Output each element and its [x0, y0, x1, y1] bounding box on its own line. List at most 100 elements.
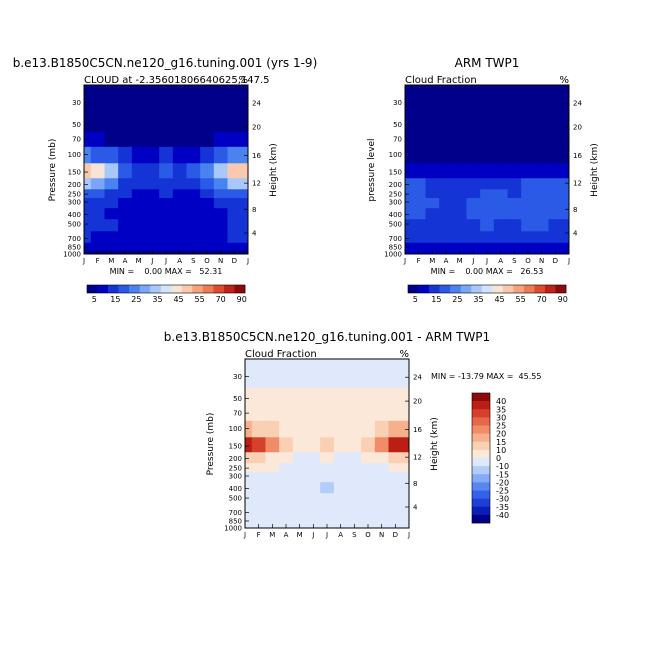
heatmap-cell: [521, 219, 536, 232]
y-tick-label: 1000: [384, 251, 402, 259]
heatmap-cell: [186, 208, 201, 220]
heatmap-cell: [402, 463, 410, 473]
heatmap-cell: [320, 359, 335, 388]
heatmap-cell: [84, 208, 92, 220]
x-tick-label: F: [257, 531, 261, 539]
x-tick-label: N: [379, 531, 384, 539]
y-tick-label: 50: [233, 395, 242, 403]
height-tick-label: 4: [573, 229, 578, 237]
colorbar-label: 20: [496, 430, 506, 439]
heatmap-cell: [562, 242, 570, 251]
heatmap-cell: [480, 198, 495, 209]
heatmap-cell: [200, 85, 215, 114]
heatmap-cell: [333, 472, 348, 483]
heatmap-cell: [388, 420, 403, 438]
heatmap-cell: [480, 178, 495, 190]
heatmap-cell: [466, 113, 481, 133]
heatmap-cell: [145, 85, 160, 114]
heatmap-model: [84, 85, 249, 255]
heatmap-cell: [241, 208, 249, 220]
y-tick-label: 850: [68, 243, 81, 251]
heatmap-cell: [388, 359, 403, 388]
heatmap-cell: [241, 85, 249, 114]
y-tick-label: 100: [68, 151, 81, 159]
x-tick-label: A: [123, 257, 128, 265]
heatmap-cell: [245, 452, 253, 464]
colorbar-swatch: [129, 285, 140, 293]
units-model: %: [238, 75, 248, 86]
y-tick-label: 400: [389, 211, 402, 219]
heatmap-cell: [425, 178, 440, 190]
heatmap-cell: [186, 113, 201, 133]
heatmap-cell: [186, 146, 201, 164]
heatmap-cell: [347, 437, 362, 453]
heatmap-cell: [200, 113, 215, 133]
heatmap-cell: [548, 163, 563, 179]
x-tick-label: J: [164, 257, 167, 265]
heatmap-diff: [245, 359, 410, 529]
x-tick-label: N: [539, 257, 544, 265]
heatmap-cell: [265, 463, 280, 473]
heatmap-cell: [245, 524, 253, 529]
colorbar-swatch: [472, 393, 490, 402]
heatmap-cell: [90, 208, 105, 220]
heatmap-cell: [104, 131, 119, 148]
x-tick-label: A: [498, 257, 503, 265]
heatmap-cell: [159, 113, 174, 133]
heatmap-cell: [118, 198, 133, 209]
heatmap-cell: [507, 231, 522, 244]
heatmap-cell: [320, 387, 335, 407]
heatmap-cell: [213, 198, 228, 209]
heatmap-cell: [347, 420, 362, 438]
heatmap-cell: [425, 231, 440, 244]
colorbar-label: 10: [496, 446, 506, 455]
colorbar-swatch: [160, 285, 172, 293]
heatmap-cell: [104, 85, 119, 114]
heatmap-cell: [131, 178, 146, 190]
colorbar-label: 90: [558, 295, 568, 304]
heatmap-cell: [131, 219, 146, 232]
heatmap-cell: [279, 359, 294, 388]
subtitle-obs: Cloud Fraction: [405, 75, 477, 86]
heatmap-cell: [118, 231, 133, 244]
heatmap-cell: [333, 463, 348, 473]
ylabel-model: Pressure (mb): [48, 139, 58, 202]
heatmap-cell: [292, 516, 307, 525]
heatmap-cell: [439, 163, 454, 179]
heatmap-cell: [84, 178, 92, 190]
heatmap-cell: [521, 146, 536, 164]
heatmap-cell: [131, 231, 146, 244]
heatmap-cell: [466, 198, 481, 209]
height-tick-label: 20: [573, 124, 582, 132]
heatmap-cell: [84, 131, 92, 148]
x-tick-label: J: [82, 257, 85, 265]
heatmap-cell: [84, 198, 92, 209]
heatmap-cell: [306, 452, 321, 464]
heatmap-cell: [104, 163, 119, 179]
heatmap-cell: [361, 452, 376, 464]
heatmap-cell: [361, 482, 376, 494]
heatmap-cell: [186, 219, 201, 232]
heatmap-cell: [480, 189, 495, 199]
heatmap-cell: [245, 405, 253, 422]
title-diff: b.e13.B1850C5CN.ne120_g16.tuning.001 - A…: [164, 330, 490, 344]
heatmap-cell: [361, 516, 376, 525]
x-tick-label: M: [269, 531, 275, 539]
heatmap-cell: [548, 189, 563, 199]
colorbar-swatch: [534, 285, 546, 293]
heatmap-cell: [84, 250, 92, 255]
heatmap-cell: [292, 437, 307, 453]
heatmap-cell: [159, 189, 174, 199]
heatmap-cell: [118, 189, 133, 199]
heatmap-cell: [84, 163, 92, 179]
heatmap-cell: [306, 516, 321, 525]
heatmap-cell: [320, 505, 335, 518]
heatmap-cell: [425, 146, 440, 164]
heatmap-cell: [241, 163, 249, 179]
heatmap-cell: [466, 208, 481, 220]
heatmap-cell: [439, 113, 454, 133]
heatmap-cell: [361, 472, 376, 483]
heatmap-cell: [405, 219, 413, 232]
colorbar-label: 15: [431, 295, 441, 304]
